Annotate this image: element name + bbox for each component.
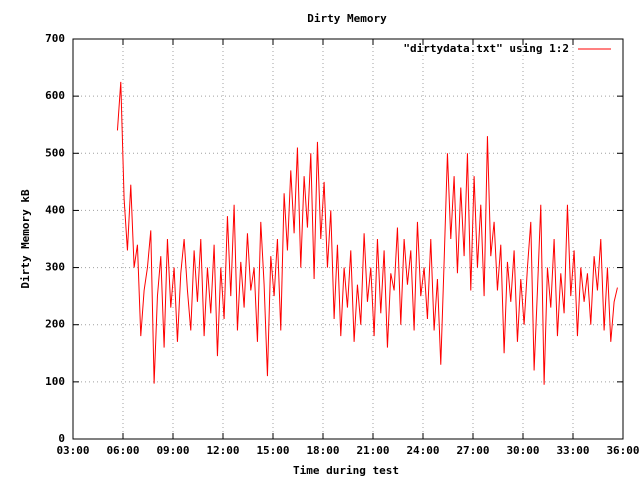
x-tick-label: 33:00 <box>556 444 589 457</box>
y-tick-label: 300 <box>45 261 65 274</box>
y-tick-label: 400 <box>45 203 65 216</box>
x-tick-label: 12:00 <box>206 444 239 457</box>
x-tick-label: 09:00 <box>156 444 189 457</box>
y-tick-label: 200 <box>45 318 65 331</box>
y-tick-label: 100 <box>45 375 65 388</box>
x-tick-label: 27:00 <box>456 444 489 457</box>
y-tick-label: 0 <box>58 432 65 445</box>
y-tick-label: 600 <box>45 89 65 102</box>
x-tick-label: 36:00 <box>606 444 639 457</box>
x-tick-label: 21:00 <box>356 444 389 457</box>
x-tick-label: 18:00 <box>306 444 339 457</box>
x-axis-label: Time during test <box>293 464 399 477</box>
x-tick-label: 06:00 <box>106 444 139 457</box>
y-tick-label: 500 <box>45 146 65 159</box>
x-tick-label: 30:00 <box>506 444 539 457</box>
legend-label: "dirtydata.txt" using 1:2 <box>403 42 569 55</box>
y-tick-label: 700 <box>45 32 65 45</box>
x-tick-label: 15:00 <box>256 444 289 457</box>
plot-frame <box>72 38 624 440</box>
chart-title: Dirty Memory <box>307 12 387 25</box>
x-tick-label: 24:00 <box>406 444 439 457</box>
x-tick-label: 03:00 <box>56 444 89 457</box>
y-axis-label: Dirty Memory kB <box>19 189 32 289</box>
data-line <box>116 81 618 385</box>
